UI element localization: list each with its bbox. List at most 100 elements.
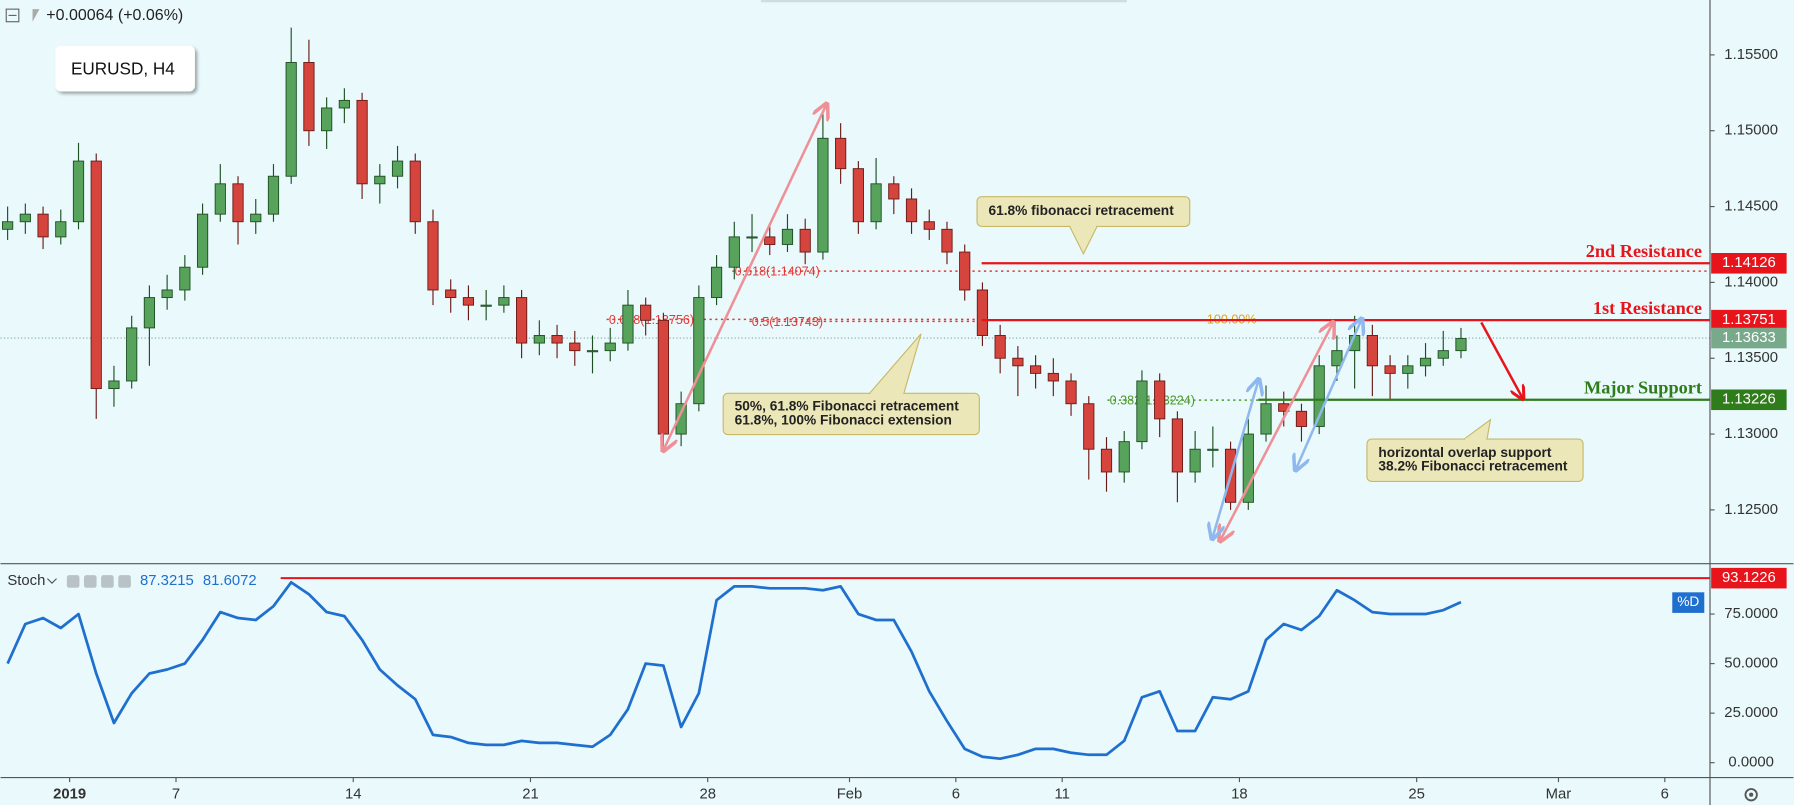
level-price-box: [1711, 389, 1787, 411]
x-tick-label: 14: [345, 787, 362, 803]
icon[interactable]: [118, 575, 131, 588]
blue-arrow: [1213, 381, 1259, 538]
candle-body: [1207, 448, 1219, 451]
candle-body: [1260, 403, 1272, 435]
stoch-line: [6, 580, 1462, 761]
candle-body: [959, 251, 971, 291]
indicator-title: Stoch: [7, 573, 45, 589]
candle-body: [1154, 380, 1166, 420]
candle-body: [728, 236, 740, 268]
level-price: 1.13226: [1722, 392, 1776, 408]
candle-body: [746, 236, 758, 239]
y-tick-label: 1.15500: [1724, 47, 1778, 63]
candle-body: [764, 236, 776, 245]
x-tick-label: 18: [1231, 787, 1248, 803]
y-tick-label: 1.14500: [1724, 198, 1778, 214]
candle-body: [143, 297, 156, 329]
candle-body: [19, 213, 31, 223]
stoch-level-box: [1711, 567, 1787, 589]
x-tick-label: 2019: [53, 787, 86, 803]
series-tag: %D: [1677, 594, 1699, 609]
level-name: 2nd Resistance: [1586, 241, 1702, 261]
candle-body: [250, 213, 262, 223]
candle-body: [338, 99, 350, 109]
level-name: Major Support: [1584, 378, 1702, 398]
annotation-pointer: [1463, 418, 1492, 440]
candle-body: [1030, 365, 1042, 374]
x-tick-label: 6: [952, 787, 960, 803]
candle-body: [72, 160, 85, 223]
candle-body: [462, 297, 475, 306]
candle-body: [586, 350, 599, 353]
fib-label: 0.382(1.13224): [1110, 394, 1195, 408]
candle-body: [55, 221, 67, 238]
candle-body: [179, 266, 191, 291]
fib-label: 0.618(1.13756): [609, 313, 694, 327]
symbol-box-bg: [55, 45, 195, 92]
stoch-pane: 0.0000 25.0000 50.0000 75.0000 93.1226 %D: [6, 567, 1787, 771]
red-arrow: [1480, 321, 1522, 397]
collapse-icon[interactable]: [5, 8, 20, 23]
candle-body: [321, 107, 333, 132]
candle-body: [1136, 380, 1148, 443]
pink-arrow: [664, 105, 826, 449]
candle-body: [923, 221, 935, 230]
y-tick-label: 0.0000: [1728, 755, 1773, 771]
y-tick-label: 50.0000: [1724, 656, 1778, 672]
candle-body: [498, 297, 510, 306]
icon[interactable]: [83, 575, 97, 588]
y-tick-label: 1.13000: [1724, 426, 1778, 442]
stoch-level-value: 93.1226: [1722, 570, 1776, 586]
blue-arrow: [1296, 320, 1361, 469]
annotation-pointer: [869, 333, 922, 394]
candle-body: [1100, 448, 1113, 473]
candle-body: [640, 304, 652, 321]
candle-body: [37, 213, 49, 238]
candle-body: [108, 380, 120, 390]
y-tick-label: 25.0000: [1724, 705, 1778, 721]
candle-body: [870, 183, 882, 223]
level-name: 1st Resistance: [1593, 298, 1702, 318]
candle-body: [1419, 357, 1432, 367]
candle-body: [445, 289, 457, 299]
icon[interactable]: [66, 575, 80, 588]
y-tick-label: 75.0000: [1724, 606, 1778, 622]
x-tick-label: 28: [699, 787, 716, 803]
icon[interactable]: [101, 575, 114, 588]
annotation-text: 61.8% fibonacci retracement: [988, 203, 1174, 218]
candle-body: [391, 160, 404, 177]
stoch-d-reading: 81.6072: [203, 573, 257, 589]
symbol: EURUSD, H4: [71, 58, 175, 78]
candle-body: [941, 228, 953, 253]
candle-body: [551, 335, 563, 344]
candle-body: [285, 62, 297, 177]
annotation-pointer: [1069, 226, 1098, 256]
candle-body: [267, 175, 280, 215]
arrows: [664, 105, 1523, 540]
dropdown-icon[interactable]: [47, 578, 57, 584]
x-tick-label: Feb: [837, 787, 863, 803]
candle-body: [1012, 357, 1024, 367]
candle-body: [1118, 441, 1130, 473]
x-tick-label: 21: [522, 787, 539, 803]
level-price-box: [1711, 252, 1787, 274]
settings-icon[interactable]: [1744, 788, 1758, 802]
annotation-text: horizontal overlap support: [1378, 445, 1551, 460]
candle-body: [781, 228, 794, 245]
candle-body: [214, 183, 226, 215]
candle-body: [90, 160, 102, 390]
stoch-k-reading: 87.3215: [140, 573, 194, 589]
candle-body: [1295, 410, 1308, 427]
candle-body: [161, 289, 173, 299]
series-tag-box: [1672, 592, 1705, 613]
price-change: +0.00064 (+0.06%): [46, 7, 183, 24]
level-price-box: [1711, 309, 1787, 331]
candle-body: [516, 297, 528, 344]
candle-body: [1331, 350, 1343, 367]
x-tick-label: 11: [1054, 787, 1069, 803]
settings-icon-center: [1749, 792, 1754, 797]
level-price: 1.13751: [1722, 312, 1776, 328]
candle-body: [1083, 403, 1095, 450]
candle-body: [569, 342, 581, 352]
candle-body: [1047, 372, 1059, 382]
